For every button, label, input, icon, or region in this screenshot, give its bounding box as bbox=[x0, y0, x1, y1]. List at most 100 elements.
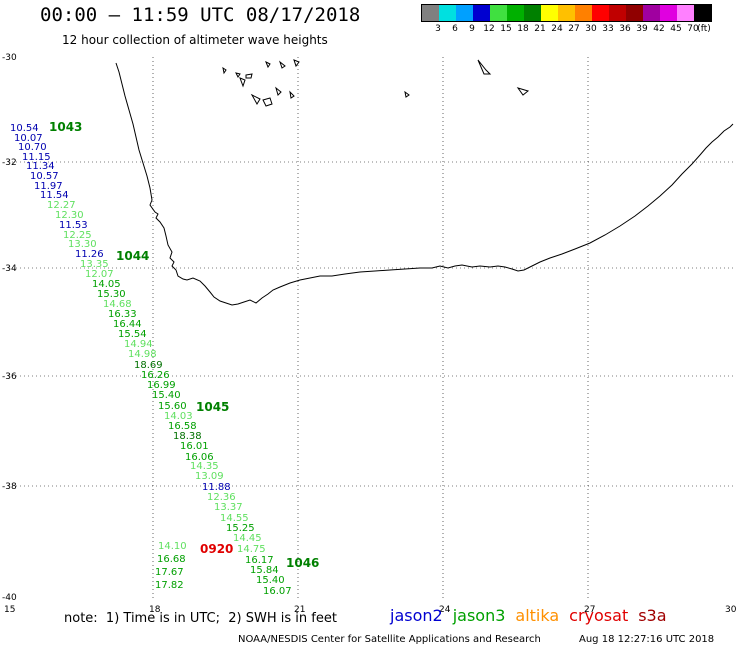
satellite-cryosat: cryosat bbox=[569, 606, 629, 625]
legend-swatch bbox=[694, 5, 711, 21]
legend-swatch bbox=[575, 5, 592, 21]
wave-height-value: 14.05 bbox=[92, 279, 121, 290]
lat-tick-label: -38 bbox=[2, 482, 17, 492]
legend-swatches bbox=[421, 4, 712, 22]
legend-swatch bbox=[490, 5, 507, 21]
wave-height-value: 16.01 bbox=[180, 441, 209, 452]
wave-height-value: 13.30 bbox=[68, 239, 97, 250]
legend-label: 15 bbox=[500, 24, 512, 34]
legend-label: 6 bbox=[452, 24, 458, 34]
wave-height-value: 12.07 bbox=[85, 269, 114, 280]
wave-height-value: 16.68 bbox=[157, 554, 186, 565]
credit-line: NOAA/NESDIS Center for Satellite Applica… bbox=[238, 634, 541, 645]
color-scale-legend: 3 6 9 12 15 18 21 24 27 30 33 36 39 42 45 70 (ft) bbox=[421, 4, 712, 36]
wave-height-value: 16.07 bbox=[263, 586, 292, 597]
wave-height-value: 12.25 bbox=[63, 230, 92, 241]
south-africa-coastline bbox=[115, 62, 734, 306]
wave-height-value: 16.06 bbox=[185, 452, 214, 463]
map-title: 00:00 – 11:59 UTC 08/17/2018 bbox=[40, 4, 361, 26]
wave-height-value: 16.99 bbox=[147, 380, 176, 391]
pass-time-label: 1044 bbox=[116, 249, 149, 263]
wave-height-value: 10.70 bbox=[18, 142, 47, 153]
wave-height-value: 15.84 bbox=[250, 565, 279, 576]
wave-height-value: 14.55 bbox=[220, 513, 249, 524]
wave-height-value: 14.03 bbox=[164, 411, 193, 422]
legend-label: 33 bbox=[602, 24, 614, 34]
map-subtitle: 12 hour collection of altimeter wave hei… bbox=[62, 33, 328, 47]
legend-label: 42 bbox=[653, 24, 665, 34]
wave-height-value: 13.37 bbox=[214, 502, 243, 513]
wave-height-value: 11.54 bbox=[40, 190, 69, 201]
legend-swatch bbox=[507, 5, 524, 21]
wave-height-value: 15.40 bbox=[152, 390, 181, 401]
wave-height-value: 11.34 bbox=[26, 161, 55, 172]
wave-height-value: 18.69 bbox=[134, 360, 163, 371]
legend-label: 24 bbox=[551, 24, 563, 34]
wave-height-value: 16.58 bbox=[168, 421, 197, 432]
legend-label: 18 bbox=[517, 24, 529, 34]
legend-swatch bbox=[626, 5, 643, 21]
legend-labels: 3 6 9 12 15 18 21 24 27 30 33 36 39 42 45 70 (ft) bbox=[421, 22, 712, 36]
wave-height-value: 12.36 bbox=[207, 492, 236, 503]
legend-label: 9 bbox=[469, 24, 475, 34]
wave-height-value: 13.09 bbox=[195, 471, 224, 482]
legend-swatch bbox=[456, 5, 473, 21]
legend-swatch bbox=[660, 5, 677, 21]
wave-height-value: 11.97 bbox=[34, 181, 63, 192]
wave-height-value: 15.60 bbox=[158, 401, 187, 412]
wave-height-value: 11.15 bbox=[22, 152, 51, 163]
pass-time-labels: 1043 1044 1045 1046 0920 bbox=[49, 120, 319, 570]
wave-height-value: 14.75 bbox=[237, 544, 266, 555]
legend-label: 36 bbox=[619, 24, 631, 34]
legend-swatch bbox=[677, 5, 694, 21]
satellite-altika: altika bbox=[515, 606, 560, 625]
wave-height-value: 15.25 bbox=[226, 523, 255, 534]
wave-height-value: 14.94 bbox=[124, 339, 153, 350]
wave-height-value: 12.27 bbox=[47, 200, 76, 211]
wave-height-value: 14.68 bbox=[103, 299, 132, 310]
wave-height-value: 16.26 bbox=[141, 370, 170, 381]
lon-tick-label: 24 bbox=[439, 605, 451, 615]
wave-height-value: 16.33 bbox=[108, 309, 137, 320]
lat-tick-label: -40 bbox=[2, 593, 17, 603]
legend-swatch bbox=[422, 5, 439, 21]
legend-label: 45 bbox=[670, 24, 682, 34]
wave-height-value: 10.54 bbox=[10, 123, 39, 134]
wave-height-value: 14.35 bbox=[190, 461, 219, 472]
wave-height-value: 14.45 bbox=[233, 533, 262, 544]
wave-height-value: 11.88 bbox=[202, 482, 231, 493]
pass-time-label: 0920 bbox=[200, 542, 233, 556]
legend-swatch bbox=[592, 5, 609, 21]
wave-height-value: 14.98 bbox=[128, 349, 157, 360]
islands bbox=[222, 59, 530, 107]
legend-swatch bbox=[609, 5, 626, 21]
pass-time-label: 1043 bbox=[49, 120, 82, 134]
legend-swatch bbox=[439, 5, 456, 21]
pass-time-label: 1045 bbox=[196, 400, 229, 414]
wave-height-value: 11.26 bbox=[75, 249, 104, 260]
lon-tick-label: 15 bbox=[4, 605, 15, 615]
wave-height-value: 15.30 bbox=[97, 289, 126, 300]
lat-lon-grid bbox=[8, 57, 733, 600]
wave-height-value: 11.53 bbox=[59, 220, 88, 231]
legend-swatch bbox=[524, 5, 541, 21]
wave-height-readings: 10.5410.0710.7011.1511.3410.5711.9711.54… bbox=[10, 123, 292, 597]
wave-height-value: 15.54 bbox=[118, 329, 147, 340]
lat-tick-label: -30 bbox=[2, 53, 17, 63]
legend-label: 39 bbox=[636, 24, 648, 34]
lat-tick-label: -34 bbox=[2, 264, 17, 274]
legend-swatch bbox=[541, 5, 558, 21]
lon-tick-label: 21 bbox=[294, 605, 305, 615]
legend-label: 12 bbox=[483, 24, 495, 34]
legend-label: 27 bbox=[568, 24, 580, 34]
wave-height-value: 16.44 bbox=[113, 319, 142, 330]
legend-label: 3 bbox=[435, 24, 441, 34]
wave-height-value: 16.17 bbox=[245, 555, 274, 566]
satellite-jason3: jason3 bbox=[452, 606, 506, 625]
lat-tick-label: -32 bbox=[2, 158, 17, 168]
wave-height-value: 12.30 bbox=[55, 210, 84, 221]
generation-timestamp: Aug 18 12:27:16 UTC 2018 bbox=[579, 634, 715, 645]
legend-label: 70 bbox=[687, 24, 699, 34]
legend-swatch bbox=[643, 5, 660, 21]
